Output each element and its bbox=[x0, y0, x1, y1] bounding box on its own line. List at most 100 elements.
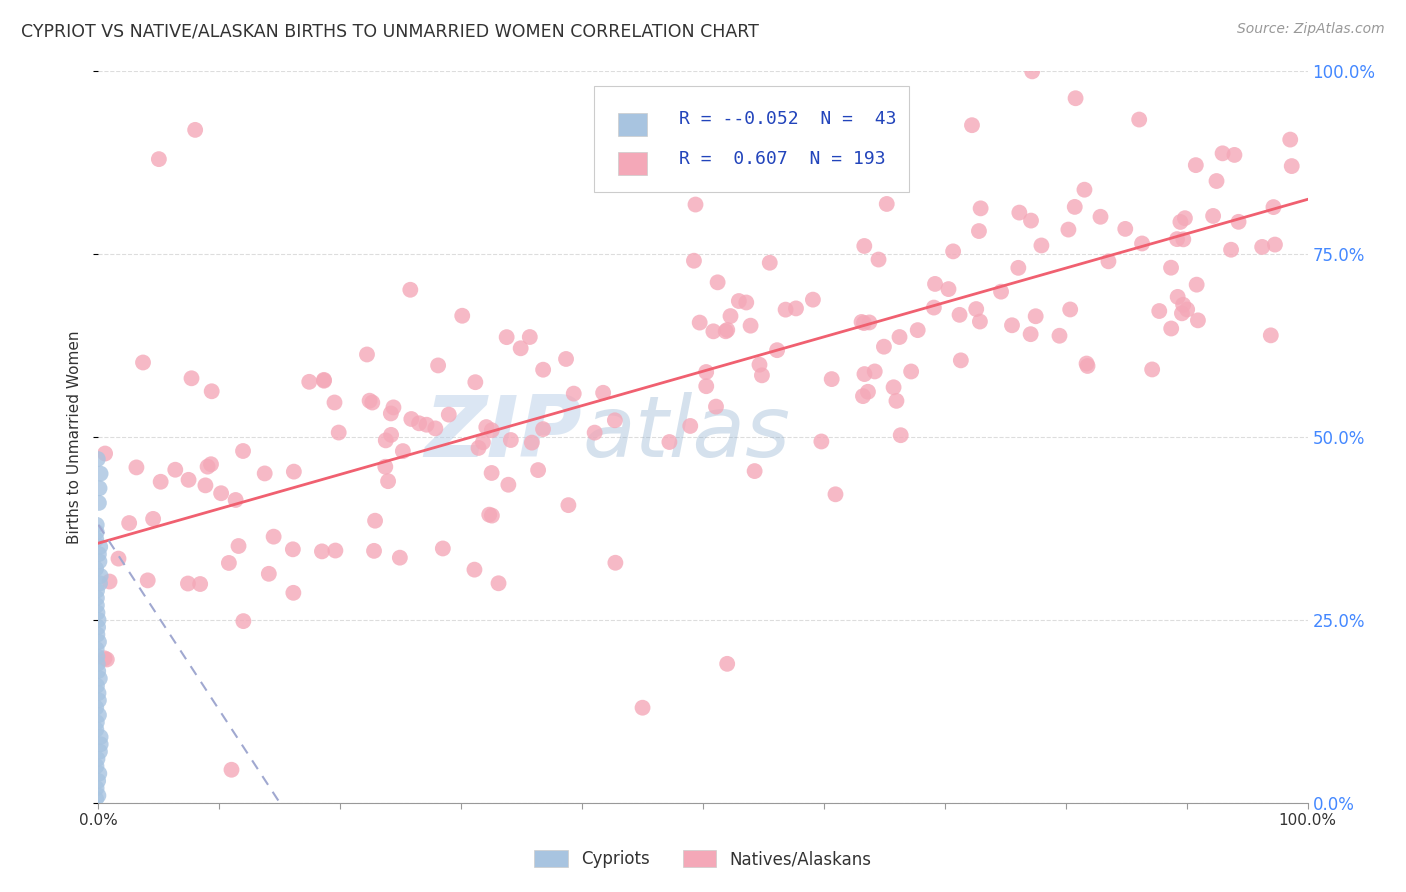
Point bbox=[325, 543, 347, 558]
Point bbox=[695, 365, 717, 379]
Point bbox=[232, 444, 254, 458]
Point bbox=[1251, 240, 1274, 254]
Point bbox=[1019, 327, 1042, 342]
Point bbox=[1130, 236, 1153, 251]
FancyBboxPatch shape bbox=[619, 153, 647, 175]
Text: Source: ZipAtlas.com: Source: ZipAtlas.com bbox=[1237, 22, 1385, 37]
Point bbox=[685, 197, 707, 211]
Point bbox=[89, 766, 111, 780]
Point bbox=[1076, 359, 1098, 373]
Point bbox=[218, 556, 240, 570]
Point bbox=[125, 460, 148, 475]
Point bbox=[481, 423, 503, 437]
Point bbox=[853, 367, 876, 381]
Point bbox=[380, 428, 402, 442]
Point bbox=[498, 477, 520, 491]
Legend: Cypriots, Natives/Alaskans: Cypriots, Natives/Alaskans bbox=[527, 843, 879, 875]
Point bbox=[87, 635, 110, 649]
Point bbox=[758, 256, 780, 270]
Point bbox=[706, 276, 728, 290]
Point bbox=[868, 252, 890, 267]
Point bbox=[90, 569, 112, 583]
Point bbox=[744, 464, 766, 478]
Point bbox=[399, 283, 422, 297]
Point bbox=[86, 649, 108, 664]
Point bbox=[960, 118, 983, 132]
Point bbox=[890, 428, 912, 442]
Point bbox=[107, 551, 129, 566]
Text: ZIP: ZIP bbox=[425, 392, 582, 475]
Point bbox=[810, 434, 832, 449]
Point bbox=[467, 441, 489, 455]
Point bbox=[463, 563, 485, 577]
Point bbox=[605, 556, 627, 570]
Point bbox=[900, 364, 922, 378]
Point bbox=[364, 514, 387, 528]
Point bbox=[323, 395, 346, 409]
Point bbox=[603, 413, 626, 427]
Point bbox=[922, 301, 945, 315]
Point bbox=[94, 446, 117, 460]
Point bbox=[1279, 132, 1302, 146]
Point bbox=[748, 358, 770, 372]
Point bbox=[801, 293, 824, 307]
Point bbox=[87, 664, 110, 678]
Point bbox=[451, 309, 474, 323]
Point bbox=[851, 315, 873, 329]
Point bbox=[188, 577, 211, 591]
Point bbox=[631, 700, 654, 714]
Point bbox=[361, 395, 384, 409]
Point bbox=[437, 408, 460, 422]
Point bbox=[965, 301, 987, 316]
Point bbox=[87, 708, 110, 723]
Point bbox=[720, 309, 742, 323]
Point bbox=[86, 759, 108, 773]
Point bbox=[1140, 362, 1163, 376]
Point bbox=[86, 715, 108, 730]
Text: R = --0.052  N =  43: R = --0.052 N = 43 bbox=[679, 110, 896, 128]
Point bbox=[562, 386, 585, 401]
Point bbox=[1264, 237, 1286, 252]
Point bbox=[1001, 318, 1024, 333]
Point bbox=[969, 314, 991, 328]
Point bbox=[225, 493, 247, 508]
Point bbox=[471, 435, 494, 450]
Point bbox=[87, 613, 110, 627]
Point bbox=[90, 730, 112, 744]
Point bbox=[283, 465, 305, 479]
Point bbox=[86, 752, 108, 766]
Point bbox=[824, 487, 846, 501]
Point bbox=[716, 657, 738, 671]
Point bbox=[415, 417, 437, 432]
Point bbox=[863, 364, 886, 378]
Point bbox=[751, 368, 773, 383]
Point bbox=[1166, 232, 1188, 246]
Point bbox=[1281, 159, 1303, 173]
Point bbox=[1049, 328, 1071, 343]
Point bbox=[408, 417, 430, 431]
Point bbox=[149, 475, 172, 489]
Point bbox=[283, 586, 305, 600]
Point bbox=[990, 285, 1012, 299]
Point bbox=[425, 421, 447, 435]
Point bbox=[86, 599, 108, 613]
Point bbox=[89, 540, 111, 554]
Point bbox=[464, 375, 486, 389]
Point bbox=[184, 123, 207, 137]
Point bbox=[1025, 310, 1047, 324]
Point bbox=[1220, 243, 1243, 257]
Point bbox=[401, 412, 423, 426]
Point bbox=[382, 401, 405, 415]
Point bbox=[380, 406, 402, 420]
Point bbox=[87, 547, 110, 561]
Point bbox=[555, 351, 578, 366]
Point bbox=[967, 224, 990, 238]
Point bbox=[136, 574, 159, 588]
Point bbox=[714, 324, 737, 338]
Point bbox=[86, 627, 108, 641]
Point bbox=[427, 359, 450, 373]
Point bbox=[1019, 213, 1042, 227]
Point bbox=[766, 343, 789, 358]
Point bbox=[1031, 238, 1053, 252]
Point bbox=[86, 723, 108, 737]
